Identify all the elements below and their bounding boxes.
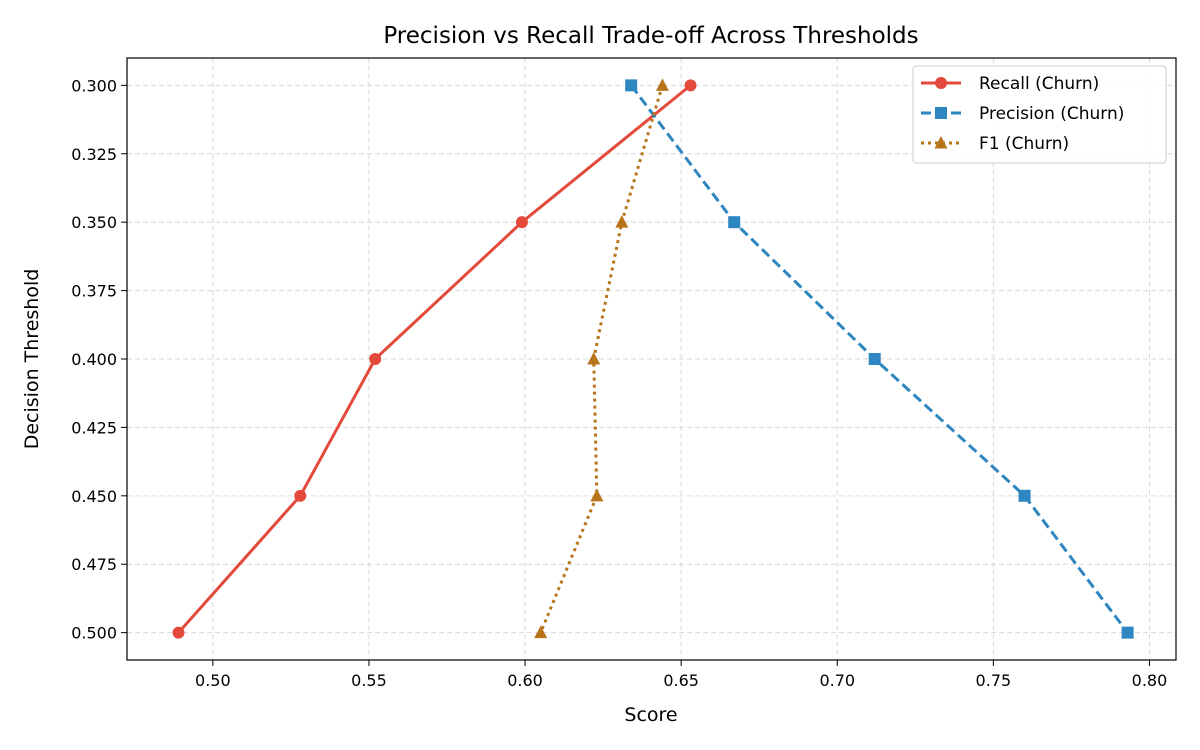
data-point — [515, 216, 528, 229]
y-tick-label: 0.300 — [71, 76, 117, 95]
y-tick-label: 0.400 — [71, 350, 117, 369]
y-tick-label: 0.375 — [71, 282, 117, 301]
series-1 — [625, 79, 1134, 639]
y-tick-label: 0.500 — [71, 624, 117, 643]
x-tick-label: 0.55 — [351, 671, 387, 690]
data-point — [684, 79, 697, 92]
x-axis-title: Score — [624, 704, 677, 726]
x-tick-label: 0.80 — [1132, 671, 1168, 690]
x-tick-label: 0.60 — [507, 671, 543, 690]
chart-title: Precision vs Recall Trade-off Across Thr… — [383, 23, 918, 49]
data-point — [587, 352, 601, 365]
legend-box — [912, 65, 1167, 164]
legend-label: Precision (Churn) — [979, 104, 1124, 124]
y-axis: 0.300 0.325 0.350 0.375 0.400 0.425 0.450 0.475… — [71, 76, 127, 643]
y-tick-label: 0.425 — [71, 418, 117, 437]
data-point — [655, 78, 669, 91]
y-tick-label: 0.350 — [71, 213, 117, 232]
x-tick-label: 0.50 — [195, 671, 231, 690]
series-0 — [172, 79, 697, 639]
legend: Recall (Churn) Precision (Churn) F1 (Churn… — [912, 65, 1167, 164]
data-point — [868, 353, 881, 365]
series-2 — [534, 78, 669, 639]
legend-item: Recall (Churn) — [921, 74, 1099, 94]
x-axis: 0.50 0.55 0.60 0.65 0.70 0.75 0.80 — [195, 660, 1167, 690]
legend-item: Precision (Churn) — [921, 104, 1124, 124]
data-point — [172, 626, 185, 639]
data-point — [615, 215, 629, 228]
data-point — [294, 489, 307, 502]
x-tick-label: 0.70 — [819, 671, 855, 690]
data-point — [625, 79, 638, 92]
y-tick-label: 0.325 — [71, 145, 117, 164]
data-point — [1018, 489, 1031, 502]
legend-label: F1 (Churn) — [979, 134, 1069, 154]
x-tick-label: 0.65 — [663, 671, 699, 690]
y-tick-label: 0.475 — [71, 555, 117, 574]
legend-item: F1 (Churn) — [921, 134, 1069, 154]
legend-swatch-marker — [935, 107, 947, 119]
data-point — [1121, 626, 1134, 639]
data-point — [590, 488, 604, 502]
y-axis-title: Decision Threshold — [21, 269, 43, 450]
data-point — [369, 353, 382, 365]
y-tick-label: 0.450 — [71, 487, 117, 506]
legend-swatch-marker — [935, 77, 947, 89]
data-point — [728, 216, 741, 229]
x-tick-label: 0.75 — [976, 671, 1012, 690]
legend-label: Recall (Churn) — [979, 74, 1099, 94]
data-point — [534, 625, 548, 639]
series-layer — [172, 78, 1134, 639]
legend-swatch-marker — [934, 136, 948, 149]
grid — [127, 58, 1176, 660]
